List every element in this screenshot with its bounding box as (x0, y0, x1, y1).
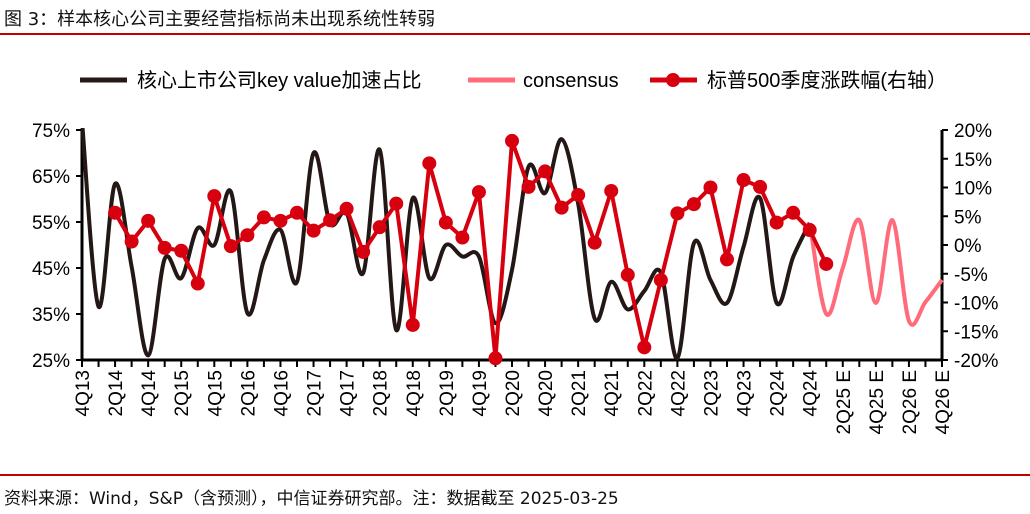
x-axis-tick-label: 2Q23 (701, 370, 722, 416)
x-axis-tick-label: 4Q16 (271, 370, 292, 416)
x-axis-tick-label: 4Q15 (205, 370, 226, 416)
sp500-data-point (405, 317, 420, 332)
left-axis-tick-label: 35% (32, 305, 70, 326)
footer-divider (0, 474, 1030, 476)
sp500-data-point (488, 351, 503, 366)
x-axis-tick-label: 2Q21 (569, 370, 590, 416)
sp500-data-point (323, 213, 338, 228)
right-axis-tick-label: -5% (954, 265, 988, 286)
x-axis-tick-label: 2Q14 (106, 370, 127, 417)
x-axis-tick-label: 2Q20 (503, 370, 524, 416)
right-axis-tick-label: -15% (954, 322, 998, 343)
sp500-data-point (604, 183, 619, 198)
right-axis-tick-label: 20% (954, 121, 992, 142)
sp500-data-point (290, 205, 304, 220)
legend: 核心上市公司key value加速占比 consensus 标普500季度涨跌幅… (80, 69, 947, 92)
left-axis-tick-label: 45% (32, 259, 70, 280)
x-axis-tick-label: 4Q14 (139, 370, 160, 417)
sp500-data-point (571, 187, 586, 202)
right-axis-tick-label: 0% (954, 236, 982, 257)
sp500-data-point (736, 173, 751, 188)
right-axis-tick-label: -20% (954, 351, 998, 372)
x-axis-tick-label: 4Q17 (338, 370, 359, 416)
x-axis-tick-label: 4Q19 (470, 370, 491, 416)
sp500-data-point (207, 189, 222, 204)
sp500-data-point (339, 201, 354, 216)
x-axis-tick-label: 2Q22 (635, 370, 656, 416)
sp500-data-point (389, 196, 404, 211)
sp500-data-point (802, 223, 817, 238)
x-axis-tick-label: 4Q25 E (867, 370, 888, 434)
sp500-data-point (505, 133, 519, 148)
legend-sp500-label: 标普500季度涨跌幅(右轴） (707, 69, 947, 92)
x-axis-tick-label: 2Q17 (305, 370, 326, 416)
right-axis-tick-label: 15% (954, 150, 992, 171)
title-divider (0, 33, 1030, 35)
sp500-data-point (422, 156, 437, 171)
sp500-data-point (720, 252, 734, 267)
sp500-data-point (753, 179, 768, 194)
sp500-data-point (786, 205, 801, 220)
sp500-data-point (471, 185, 486, 200)
x-axis-tick-label: 4Q13 (73, 370, 94, 416)
x-axis-tick-label: 2Q24 (768, 370, 789, 417)
legend-sp500-marker (666, 73, 680, 87)
sp500-data-point (686, 197, 701, 212)
right-axis-tick-label: 5% (954, 207, 982, 228)
sp500-data-point (256, 210, 271, 225)
x-axis-tick-label: 4Q22 (668, 370, 689, 416)
sp500-data-point (223, 239, 238, 254)
sp500-data-point (240, 228, 255, 243)
x-axis-tick-label: 4Q23 (735, 370, 756, 416)
core-series-line (80, 128, 812, 361)
sp500-data-point (587, 235, 602, 250)
sp500-data-point (372, 220, 387, 235)
source-note: 资料来源：Wind，S&P（含预测），中信证券研究部。注：数据截至 2025-0… (4, 489, 619, 509)
sp500-data-point (521, 179, 536, 194)
sp500-data-point (703, 180, 718, 195)
left-axis-tick-label: 55% (32, 213, 70, 234)
left-axis-tick-label: 25% (32, 351, 70, 372)
x-axis-tick-label: 2Q19 (437, 370, 458, 416)
figure-title: 图 3：样本核心公司主要经营指标尚未出现系统性转弱 (4, 9, 436, 30)
x-axis-tick-label: 4Q26 E (933, 370, 954, 434)
left-axis-tick-label: 65% (32, 167, 70, 188)
left-axis-tick-label: 75% (32, 121, 70, 142)
sp500-data-point (273, 213, 288, 228)
sp500-data-point (124, 234, 139, 249)
x-axis-tick-label: 4Q20 (536, 370, 557, 416)
x-axis-tick-label: 2Q16 (238, 370, 259, 416)
sp500-data-point (554, 200, 569, 215)
sp500-data-point (538, 164, 553, 179)
x-axis-tick-label: 2Q18 (371, 370, 392, 416)
right-axis-tick-label: -10% (954, 294, 998, 315)
x-axis-tick-label: 2Q25 E (834, 370, 855, 434)
sp500-data-point (769, 215, 784, 230)
x-axis-tick-label: 4Q21 (602, 370, 623, 416)
sp500-data-point (108, 205, 123, 220)
right-axis-tick-label: 10% (954, 179, 992, 200)
sp500-data-point (653, 273, 668, 288)
x-axis-tick-label: 4Q18 (404, 370, 425, 416)
chart: 核心上市公司key value加速占比 consensus 标普500季度涨跌幅… (32, 69, 998, 434)
legend-consensus-label: consensus (523, 70, 619, 92)
sp500-data-point (306, 223, 321, 238)
legend-core-label: 核心上市公司key value加速占比 (137, 69, 422, 92)
sp500-data-point (637, 340, 652, 355)
x-axis-tick-label: 4Q24 (801, 370, 822, 417)
sp500-series-line (113, 138, 829, 361)
sp500-data-point (438, 215, 453, 230)
sp500-data-point (670, 206, 685, 221)
sp500-data-point (190, 276, 205, 291)
x-axis-tick-label: 2Q15 (172, 370, 193, 416)
sp500-data-point (819, 256, 834, 271)
sp500-data-point (141, 213, 156, 228)
sp500-data-point (174, 243, 189, 258)
consensus-series-line (807, 217, 944, 327)
sp500-data-point (455, 230, 470, 245)
sp500-data-point (356, 244, 371, 259)
sp500-data-point (157, 240, 172, 255)
x-axis-tick-label: 2Q26 E (900, 370, 921, 434)
sp500-data-point (620, 267, 635, 282)
